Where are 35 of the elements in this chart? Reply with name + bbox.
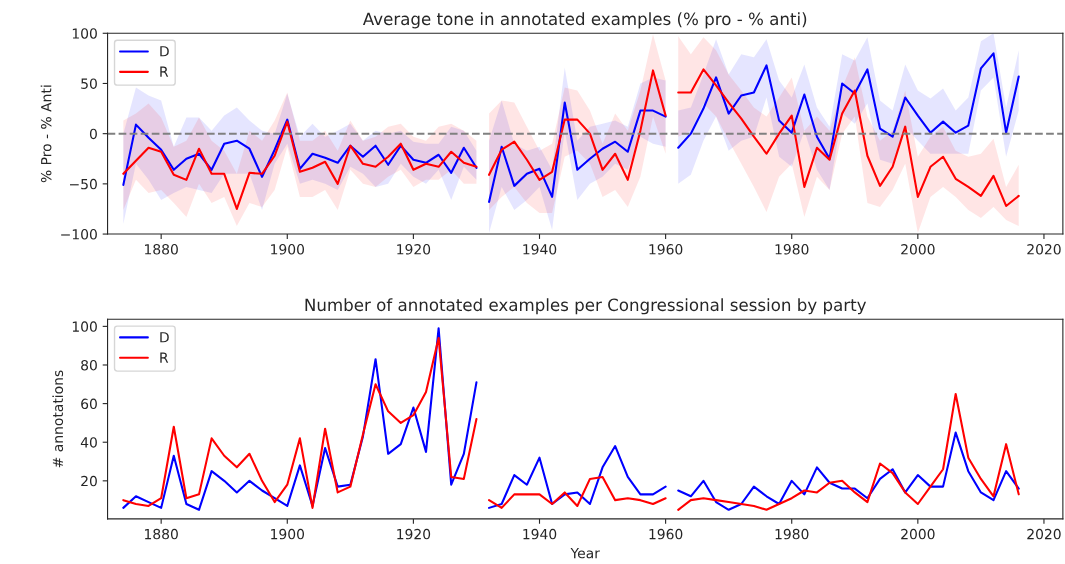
x-tick-label: 2000 (901, 528, 935, 540)
y-tick-label: 100 (72, 321, 97, 332)
y-axis-title: # annotations (52, 370, 64, 468)
x-tick-label: 1960 (649, 244, 683, 255)
chart-title: Number of annotated examples per Congressional session by party (305, 298, 867, 315)
y-tick-label: −50 (70, 178, 97, 190)
x-tick-label: 1880 (145, 528, 178, 540)
x-tick-label: 1940 (523, 244, 557, 255)
x-tick-label: 1900 (271, 528, 305, 540)
legend-label: D (160, 332, 169, 343)
x-tick-label: 2020 (1027, 528, 1061, 540)
legend-label: R (160, 352, 169, 363)
x-tick-label: 2000 (901, 244, 935, 255)
y-tick-label: 50 (81, 78, 97, 89)
legend-label: R (160, 66, 169, 77)
x-tick-label: 1920 (397, 528, 431, 540)
y-tick-label: 20 (81, 475, 97, 487)
y-tick-label: 40 (80, 437, 97, 448)
legend-label: D (160, 46, 169, 57)
x-tick-label: 1880 (145, 244, 178, 255)
y-axis-title: % Pro - % Anti (40, 85, 52, 183)
x-tick-label: 1900 (271, 244, 305, 255)
y-tick-label: 60 (81, 398, 97, 410)
x-tick-label: 1920 (397, 244, 431, 255)
x-tick-label: 1960 (649, 528, 683, 540)
y-tick-label: 0 (89, 128, 97, 140)
x-tick-label: 1980 (775, 244, 809, 255)
x-tick-label: 2020 (1027, 244, 1061, 255)
x-axis-title: Year (570, 548, 600, 559)
y-tick-label: −100 (61, 229, 97, 240)
y-tick-label: 80 (81, 359, 97, 371)
x-tick-label: 1940 (523, 528, 557, 540)
y-tick-label: 100 (72, 28, 97, 39)
x-tick-label: 1980 (775, 528, 809, 540)
chart-title: Average tone in annotated examples (% pro - % anti) (362, 12, 807, 29)
